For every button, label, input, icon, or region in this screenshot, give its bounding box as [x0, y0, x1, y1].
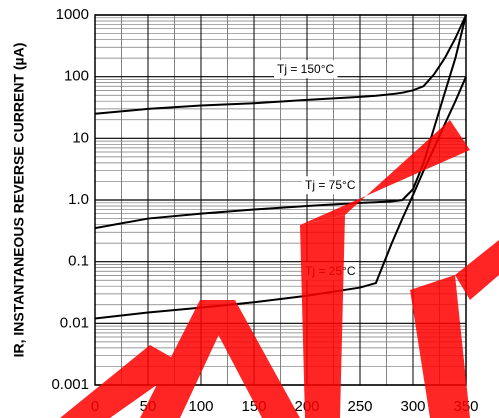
watermark-stroke: [60, 345, 185, 418]
series-label: Tj = 150°C: [277, 62, 334, 76]
x-tick-label: 300: [400, 398, 425, 415]
series-label: Tj = 75°C: [305, 178, 356, 192]
y-tick-label: 0.001: [51, 376, 89, 393]
watermark-stroke: [455, 240, 499, 300]
series-label-bg: [302, 176, 359, 195]
y-tick-label: 100: [64, 68, 89, 85]
y-axis-label: IR, INSTANTANEOUS REVERSE CURRENT (µA): [11, 43, 27, 358]
y-tick-label: 0.01: [60, 314, 89, 331]
watermark: [60, 120, 499, 418]
x-tick-label: 100: [188, 398, 213, 415]
x-tick-label: 250: [347, 398, 372, 415]
y-tick-label: 0.1: [68, 253, 89, 270]
watermark-stroke: [200, 300, 300, 418]
watermark-stroke: [300, 215, 345, 418]
y-tick-label: 1.0: [68, 191, 89, 208]
y-tick-label: 10: [72, 129, 89, 146]
y-tick-label: 1000: [56, 6, 89, 23]
watermark-stroke: [410, 275, 470, 418]
watermark-stroke: [140, 300, 235, 418]
series-line: [94, 14, 467, 115]
series-label-bg: [274, 60, 338, 79]
watermark-stroke: [300, 120, 470, 225]
series-line: [94, 14, 467, 230]
